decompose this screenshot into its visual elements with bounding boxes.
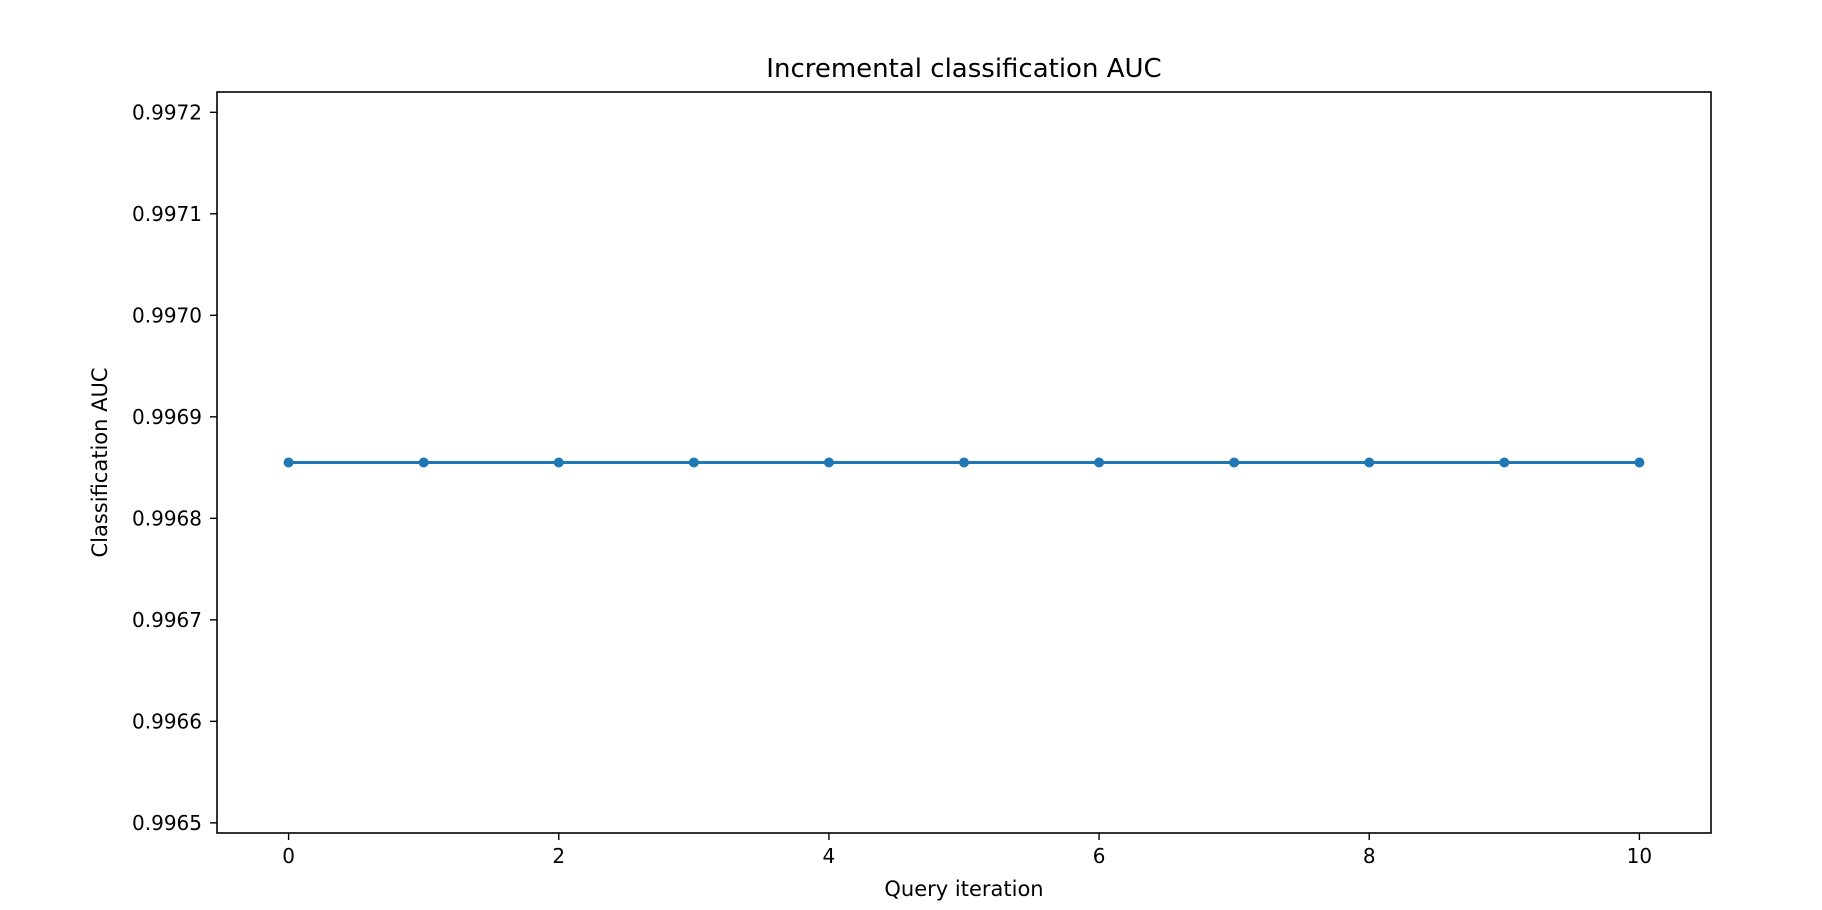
y-axis: 0.9965 0.9966 0.9967 0.9968 0.9969 0.9970 0.99… (132, 100, 217, 835)
data-point (418, 457, 429, 468)
data-point (688, 457, 699, 468)
y-tick-label: 0.9970 (132, 303, 202, 327)
data-point (959, 457, 969, 468)
data-point (553, 457, 564, 468)
data-point (1364, 457, 1375, 468)
data-point (823, 457, 834, 468)
y-tick-label: 0.9972 (132, 100, 202, 124)
data-point (1094, 457, 1105, 468)
y-tick-label: 0.9965 (132, 811, 202, 835)
x-tick-label: 0 (282, 844, 295, 868)
x-axis: 0 2 4 6 8 10 (282, 833, 1652, 868)
y-tick-label: 0.9969 (132, 405, 202, 429)
x-tick-label: 10 (1627, 844, 1652, 868)
x-tick-label: 6 (1093, 844, 1106, 868)
x-tick-label: 2 (552, 844, 565, 868)
data-point (283, 457, 294, 468)
y-tick-label: 0.9968 (132, 506, 202, 530)
plot-frame (216, 91, 1712, 834)
y-tick-label: 0.9966 (132, 709, 202, 733)
data-point (1499, 457, 1510, 468)
y-tick-label: 0.9971 (132, 202, 202, 226)
y-tick-label: 0.9967 (132, 608, 202, 632)
x-axis-label: Query iteration (884, 877, 1043, 901)
data-point (1229, 457, 1240, 468)
plot-area (216, 91, 1712, 834)
x-tick-label: 8 (1363, 844, 1376, 868)
chart-title: Incremental classification AUC (766, 54, 1161, 84)
x-tick-label: 4 (823, 844, 836, 868)
series-group (283, 457, 1645, 468)
data-point (1634, 457, 1645, 468)
y-axis-label: Classification AUC (88, 367, 112, 557)
